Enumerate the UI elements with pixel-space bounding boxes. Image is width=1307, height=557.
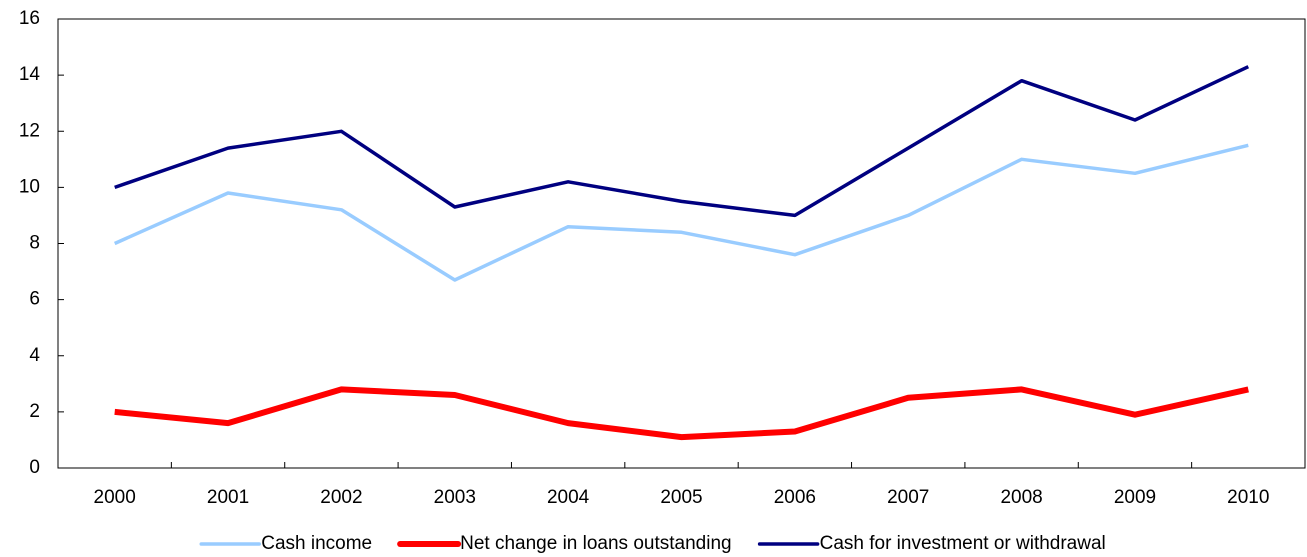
x-tick-label: 2008 (1000, 487, 1042, 508)
legend-label: Cash income (261, 533, 372, 554)
y-tick-label: 14 (19, 64, 41, 85)
x-tick-label: 2006 (774, 487, 816, 508)
legend-label: Net change in loans outstanding (460, 533, 731, 554)
x-tick-label: 2007 (887, 487, 929, 508)
legend-label: Cash for investment or withdrawal (820, 533, 1106, 554)
y-tick-label: 4 (29, 345, 40, 366)
x-tick-label: 2003 (434, 487, 476, 508)
series-line (114, 65, 1250, 218)
x-tick-label: 2009 (1114, 487, 1156, 508)
series-line (113, 143, 1249, 282)
y-tick-label: 2 (29, 401, 40, 422)
y-tick-label: 0 (29, 457, 40, 478)
y-tick-label: 16 (19, 8, 40, 29)
x-tick-label: 2001 (207, 487, 249, 508)
x-tick-label: 2004 (547, 487, 590, 508)
y-tick-label: 10 (19, 176, 40, 197)
x-tick-label: 2002 (320, 487, 362, 508)
x-tick-label: 2000 (94, 487, 136, 508)
y-tick-label: 8 (29, 233, 40, 254)
y-tick-label: 6 (29, 289, 40, 310)
series-line (114, 386, 1249, 441)
plot-frame (57, 18, 1306, 469)
x-tick-label: 2005 (660, 487, 702, 508)
y-tick-label: 12 (19, 120, 40, 141)
x-tick-label: 2010 (1227, 487, 1269, 508)
